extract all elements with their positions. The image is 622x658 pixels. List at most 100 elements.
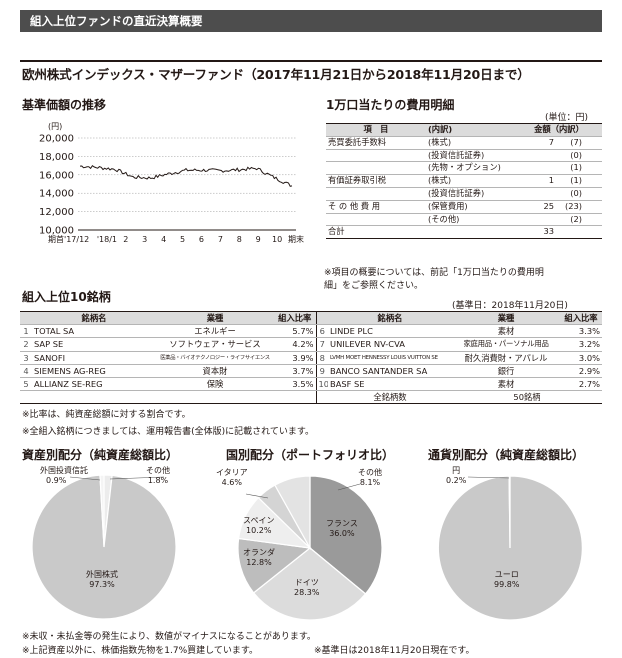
rank-number: 3 (20, 351, 32, 365)
cost-header-item: 項 目 (326, 123, 426, 137)
leader-line (69, 476, 101, 481)
rank-number: 10 (315, 377, 328, 392)
cost-sub (426, 225, 516, 240)
cost-row: 合計 33 (326, 225, 602, 240)
x-tick-label: 10 (272, 235, 282, 244)
x-tick-label: 3 (142, 235, 147, 244)
cost-row: 売買委託手数料 (株式) 7 (7) (326, 136, 602, 150)
holding-ratio: 5.7% (274, 324, 316, 339)
holding-name: SAP SE (32, 337, 156, 352)
top10-note-1: ※比率は、純資産総額に対する割合です。 (22, 410, 191, 420)
cost-note-1: ※項目の概要については、前記「1万口当たりの費用明 (324, 268, 544, 278)
top10-row: 1 TOTAL SA エネルギー 5.7% 6 LINDE PLC 素材 3.3% (20, 324, 602, 339)
x-tick-label: '18/1 (97, 235, 117, 244)
holding-industry: 銀行 (452, 364, 560, 379)
cost-row: (投資信託証券) (0) (326, 149, 602, 163)
x-tick-label: 4 (161, 235, 166, 244)
top10-header-industry: 業種 (156, 310, 274, 326)
top10-header-ratio-2: 組入比率 (560, 310, 602, 326)
holding-industry: 保険 (156, 377, 274, 392)
holding-ratio: 3.0% (560, 351, 602, 365)
rank-number: 1 (20, 324, 32, 339)
country-label-germany: ドイツ 28.3% (294, 578, 320, 597)
x-tick-label: 期首'17/12 (48, 234, 89, 244)
cost-sub: (先物・オプション) (426, 161, 516, 176)
top10-row: 4 SIEMENS AG-REG 資本財 3.7% 9 BANCO SANTANDER S… (20, 364, 602, 379)
nav-series-line (79, 164, 293, 187)
y-tick-label: 10,000 (39, 226, 74, 237)
asset-pie-title: 資産別配分（純資産総額比） (22, 448, 179, 462)
holding-industry: 耐久消費財・アパレル (452, 351, 560, 365)
country-label-france: フランス 36.0% (326, 519, 358, 538)
country-label-italy: イタリア 4.6% (216, 468, 248, 487)
top10-row: 2 SAP SE ソフトウェア・サービス 4.2% 7 UNILEVER NV-CVA 家庭… (20, 337, 602, 352)
pie-slice (31, 474, 177, 620)
cost-title: 1万口当たりの費用明細 (326, 98, 455, 112)
top10-header-industry-2: 業種 (452, 310, 560, 326)
x-tick-label: 期末 (288, 234, 304, 244)
holding-ratio: 3.9% (274, 351, 316, 365)
pie-slice (252, 547, 367, 621)
holding-name: BANCO SANTANDER SA (328, 364, 452, 379)
y-tick-label: 14,000 (39, 189, 74, 200)
holding-name: LVMH MOET HENNESSY LOUIS VUITTON SE (328, 351, 452, 365)
holding-ratio: 2.7% (560, 377, 602, 392)
cost-amount: 1 (1) (516, 174, 602, 188)
top10-header-ratio: 組入比率 (274, 310, 316, 326)
asset-label-foreign-equity: 外国株式 97.3% (86, 570, 118, 589)
holding-industry: ソフトウェア・サービス (156, 337, 274, 352)
cost-row: そ の 他 費 用 (保管費用) 25 (23) (326, 200, 602, 214)
y-tick-label: 18,000 (39, 152, 74, 163)
cost-row: 有価証券取引税 (株式) 1 (1) (326, 174, 602, 188)
rank-number: 4 (20, 364, 32, 379)
holding-ratio: 2.9% (560, 364, 602, 379)
holding-ratio: 4.2% (274, 337, 316, 352)
x-tick-label: 8 (237, 235, 242, 244)
cost-amount: (0) (516, 187, 602, 201)
holding-industry: 医薬品・バイオテクノロジー・ライフサイエンス (156, 351, 274, 365)
allocation-pies (31, 474, 583, 621)
section-header: 組入上位ファンドの直近決算概要 (20, 10, 602, 32)
cost-header-row: 項 目 (内訳) 金額（内訳） (326, 123, 602, 137)
cost-item (326, 161, 426, 176)
leader-line (337, 483, 361, 491)
cost-sub: (投資信託証券) (426, 187, 516, 201)
top10-base-date: (基準日：2018年11月20日) (452, 301, 568, 311)
cost-sub: (その他) (426, 213, 516, 227)
holding-name: TOTAL SA (32, 324, 156, 339)
cost-sub: (投資信託証券) (426, 149, 516, 163)
pie-slice (99, 474, 105, 548)
cost-item: そ の 他 費 用 (326, 200, 426, 214)
cost-item (326, 187, 426, 201)
holding-ratio: 3.7% (274, 364, 316, 379)
holding-name: LINDE PLC (328, 324, 452, 339)
asset-label-other: その他 1.8% (146, 466, 170, 485)
cost-sub: (株式) (426, 136, 516, 150)
rank-number: 8 (315, 351, 328, 365)
pie-slice (274, 475, 311, 551)
cost-item: 合計 (326, 225, 426, 240)
top10-header-row: 銘柄名 業種 組入比率 銘柄名 業種 組入比率 (20, 310, 602, 326)
rank-number: 9 (315, 364, 328, 379)
nav-unit: (円) (48, 122, 62, 131)
holding-industry: 家庭用品・パーソナル用品 (452, 337, 560, 352)
cost-header-amount: 金額（内訳） (516, 123, 602, 137)
y-tick-label: 12,000 (39, 207, 74, 218)
cost-header-sub: (内訳) (426, 123, 516, 137)
currency-label-euro: ユーロ 99.8% (494, 570, 520, 589)
nav-line-chart: (円) 20,000 18,000 16,000 14,000 12,000 10,000… (39, 122, 304, 244)
footer-note-1: ※未収・未払金等の発生により、数値がマイナスになることがあります。 (22, 632, 316, 642)
pie-slice (309, 475, 383, 595)
cost-item: 有価証券取引税 (326, 174, 426, 188)
top10-row: 3 SANOFI 医薬品・バイオテクノロジー・ライフサイエンス 3.9% 8 LVMH M… (20, 351, 602, 365)
cost-amount: 33 (516, 225, 602, 240)
currency-label-yen: 円 0.2% (446, 466, 467, 485)
pie-slice (508, 475, 511, 549)
cost-amount: (1) (516, 161, 602, 176)
cost-unit: (単位：円) (545, 113, 589, 123)
cost-item (326, 149, 426, 163)
cost-amount: (2) (516, 213, 602, 227)
cost-row: (その他) (2) (326, 213, 602, 227)
cost-item (326, 213, 426, 227)
cost-table: 項 目 (内訳) 金額（内訳） 売買委託手数料 (株式) 7 (7) (投資信託証券)(… (326, 123, 602, 240)
